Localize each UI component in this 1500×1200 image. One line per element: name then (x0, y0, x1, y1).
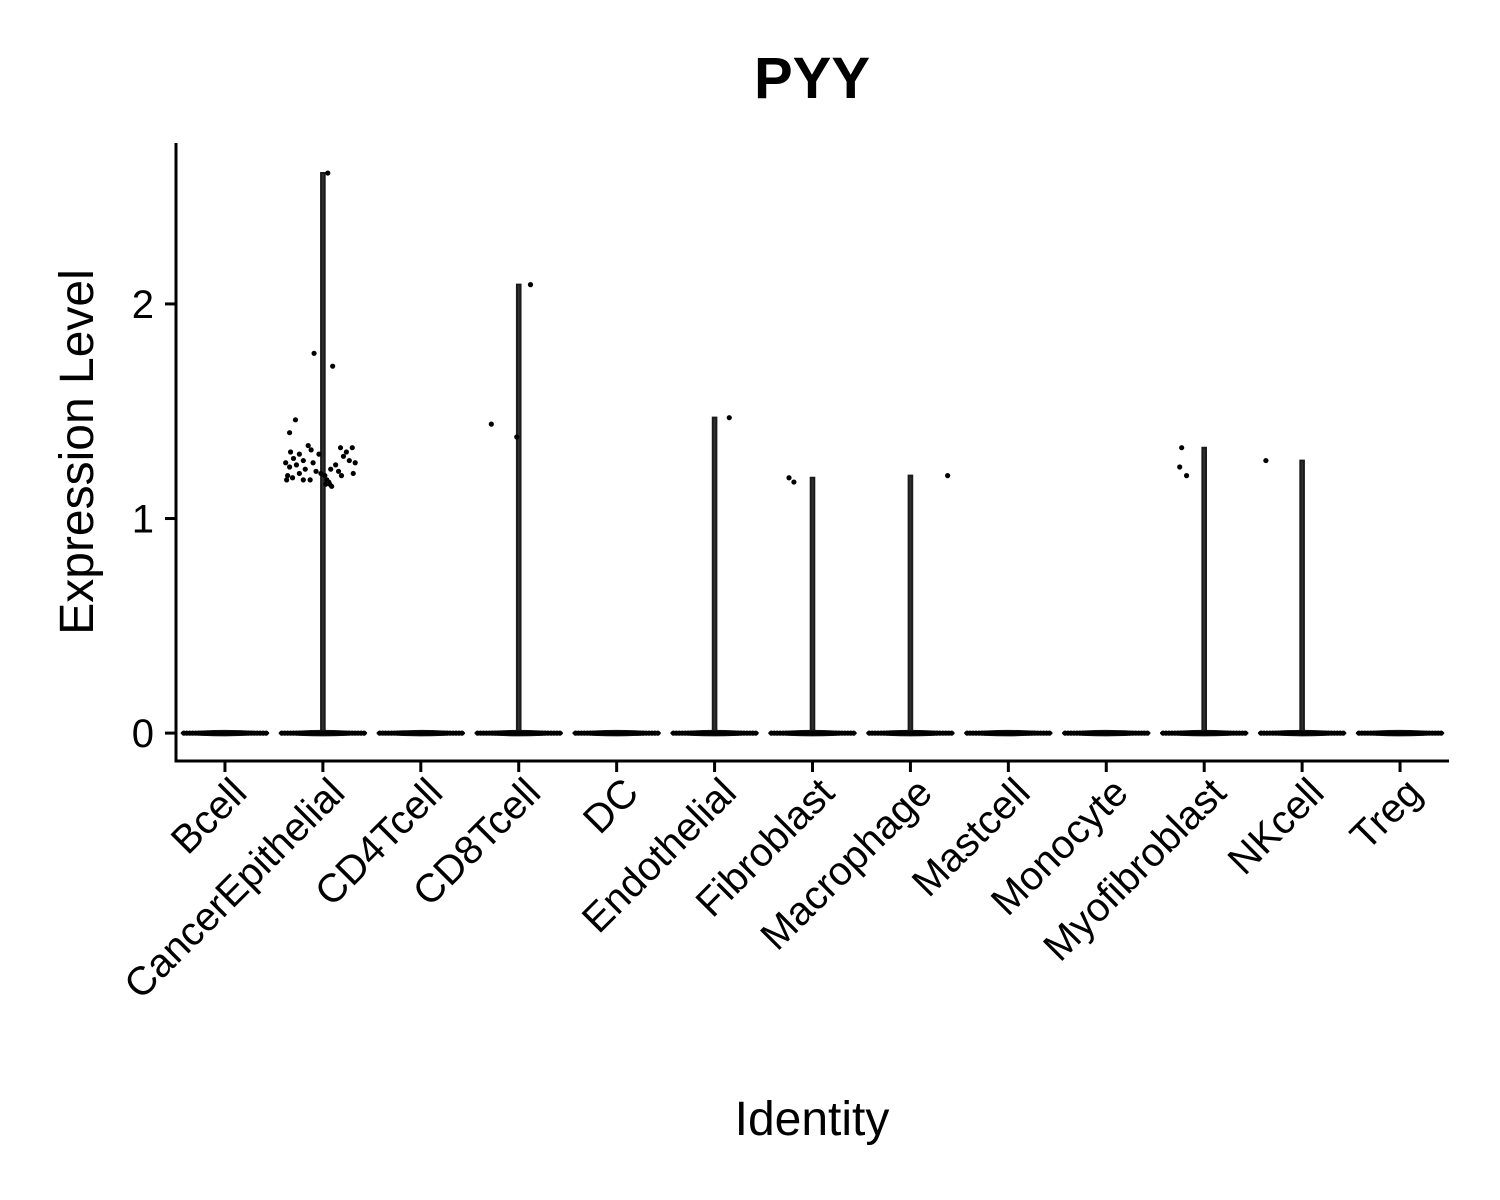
point-cancerepithelial (335, 468, 342, 474)
x-axis-label: Identity (735, 1093, 890, 1146)
point-cd8tcell (488, 421, 494, 427)
y-tick-label: 2 (132, 283, 154, 327)
violin-cd8tcell (474, 283, 563, 737)
point-cancerepithelial (318, 470, 324, 477)
point-myofibroblast (1179, 445, 1185, 451)
point-cancerepithelial (333, 462, 339, 468)
y-ticks: 0 1 2 (132, 283, 176, 756)
x-tick-label-bcell: Bcell (163, 770, 255, 862)
point-macrophage (945, 473, 951, 479)
point-cancerepithelial (352, 460, 358, 466)
point-zero-bcell (263, 730, 269, 736)
point-cancerepithelial (300, 457, 306, 464)
point-cancerepithelial (296, 451, 302, 457)
point-layer (181, 170, 1444, 736)
violin-nkcell (1257, 459, 1347, 737)
point-cancerepithelial (349, 445, 355, 451)
point-cancerepithelial (286, 464, 293, 470)
point-zero-cd4tcell (459, 730, 465, 736)
point-cancerepithelial (302, 466, 308, 472)
violin-fibroblast (768, 476, 857, 737)
x-tick-label-nkcell: NKcell (1220, 770, 1333, 883)
point-cancerepithelial (330, 363, 336, 369)
point-cancerepithelial (338, 473, 345, 479)
point-zero-dc (655, 730, 661, 736)
point-cancerepithelial (292, 417, 299, 423)
y-tick-label: 1 (132, 498, 154, 542)
point-nkcell (1263, 457, 1269, 464)
point-zero-cancerepithelial (361, 730, 367, 736)
point-cancerepithelial (300, 477, 306, 483)
point-zero-cd8tcell (557, 730, 563, 736)
x-tick-label-dc: DC (575, 770, 647, 842)
chart-title: PYY (754, 46, 870, 111)
violin-macrophage (866, 474, 955, 737)
point-cancerepithelial (311, 350, 317, 356)
y-axis-label: Expression Level (51, 269, 104, 635)
point-cancerepithelial (296, 470, 302, 477)
point-cancerepithelial (283, 460, 289, 466)
violin-endothelial (670, 416, 759, 737)
point-cancerepithelial (350, 470, 356, 477)
point-cancerepithelial (346, 457, 352, 464)
point-zero-myofibroblast (1242, 730, 1248, 736)
point-cancerepithelial (313, 468, 319, 474)
point-zero-treg (1438, 730, 1444, 736)
point-cancerepithelial (290, 455, 297, 462)
point-cancerepithelial (286, 430, 293, 436)
point-cancerepithelial (293, 462, 300, 468)
point-cancerepithelial (340, 453, 347, 459)
point-myofibroblast (1177, 464, 1183, 470)
point-cancerepithelial (328, 466, 334, 472)
point-zero-fibroblast (851, 730, 857, 736)
point-zero-monocyte (1144, 730, 1150, 736)
point-cancerepithelial (316, 451, 322, 457)
point-cd8tcell (514, 434, 520, 440)
y-tick-label: 0 (132, 712, 154, 756)
point-cancerepithelial (343, 449, 349, 455)
point-zero-nkcell (1340, 730, 1346, 736)
point-zero-mastcell (1046, 730, 1053, 736)
point-cancerepithelial (287, 449, 294, 455)
point-fibroblast (786, 475, 792, 481)
point-cd8tcell (527, 282, 534, 288)
violin-cancerepithelial (278, 172, 368, 737)
point-cancerepithelial (305, 442, 311, 449)
point-endothelial (726, 415, 732, 421)
point-cancerepithelial (289, 475, 296, 481)
point-zero-macrophage (948, 730, 955, 736)
point-zero-endothelial (753, 730, 759, 736)
violin-myofibroblast (1160, 446, 1249, 737)
point-cancerepithelial (325, 170, 331, 176)
point-cancerepithelial (284, 477, 290, 483)
point-cancerepithelial (285, 473, 291, 479)
point-cancerepithelial (322, 473, 328, 479)
x-tick-label-treg: Treg (1342, 770, 1430, 858)
violin-layer (180, 172, 1445, 737)
point-cancerepithelial (329, 483, 335, 489)
point-cancerepithelial (310, 460, 316, 466)
point-cancerepithelial (323, 481, 329, 487)
point-myofibroblast (1183, 473, 1190, 479)
point-fibroblast (791, 479, 797, 485)
point-cancerepithelial (307, 477, 313, 483)
point-cancerepithelial (308, 447, 314, 453)
point-cancerepithelial (337, 445, 344, 451)
